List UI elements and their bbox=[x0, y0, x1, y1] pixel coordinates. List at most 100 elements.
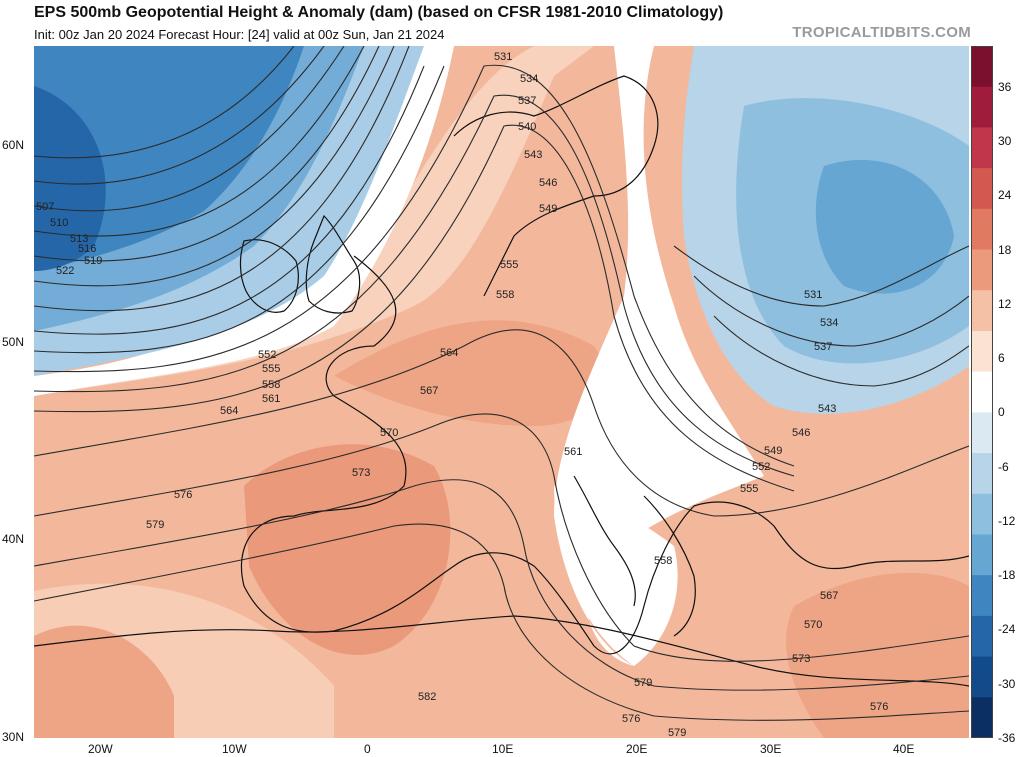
colorbar-segment bbox=[971, 371, 993, 413]
contour-label: 546 bbox=[539, 177, 557, 189]
contour-label: 531 bbox=[804, 289, 822, 301]
contour-label: 555 bbox=[500, 259, 518, 271]
contour-label: 534 bbox=[820, 317, 838, 329]
colorbar-segment bbox=[971, 168, 993, 210]
colorbar-segment bbox=[971, 493, 993, 535]
contour-label: 558 bbox=[262, 379, 280, 391]
anomaly-map: 531 534 537 540 543 546 549 555 558 564 567 570 573 5… bbox=[34, 46, 969, 738]
colorbar-segment bbox=[971, 697, 993, 738]
colorbar-segment bbox=[971, 615, 993, 658]
contour-label: 543 bbox=[524, 149, 542, 161]
warm-anomaly-core bbox=[244, 444, 451, 655]
colorbar-label: 0 bbox=[998, 405, 1005, 420]
contour-label: 579 bbox=[668, 727, 686, 738]
contour-label: 555 bbox=[262, 363, 280, 375]
contour-label: 522 bbox=[56, 265, 74, 277]
neutral-zone-italy bbox=[554, 486, 678, 666]
contour-label: 576 bbox=[870, 701, 888, 713]
latitude-label: 60N bbox=[2, 138, 25, 152]
contour-label: 576 bbox=[622, 713, 640, 725]
contour-label: 534 bbox=[520, 73, 538, 85]
latitude-label: 50N bbox=[2, 335, 25, 349]
latitude-label: 30N bbox=[2, 730, 25, 744]
contour-label: 582 bbox=[418, 691, 436, 703]
longitude-label: 0 bbox=[364, 742, 371, 756]
longitude-label: 10E bbox=[492, 742, 514, 756]
colorbar-label: -30 bbox=[998, 676, 1016, 691]
colorbar-segment bbox=[971, 575, 993, 617]
contour-label: 573 bbox=[352, 467, 370, 479]
cold-anomaly-northwest bbox=[34, 86, 106, 271]
contour-label: 537 bbox=[814, 341, 832, 353]
anomaly-colorbar bbox=[971, 46, 993, 738]
colorbar-segment bbox=[971, 330, 993, 373]
contour-label: 567 bbox=[420, 385, 438, 397]
contour-label: 579 bbox=[146, 519, 164, 531]
colorbar-label: -18 bbox=[998, 568, 1016, 583]
contour-label: 507 bbox=[36, 201, 54, 213]
colorbar-label: -24 bbox=[998, 622, 1016, 637]
warm-anomaly-core bbox=[34, 625, 174, 738]
colorbar-segment bbox=[971, 412, 993, 454]
contour-label: 513 bbox=[70, 233, 88, 245]
colorbar-label: 24 bbox=[998, 188, 1012, 203]
contour-label: 549 bbox=[764, 445, 782, 457]
longitude-label: 20W bbox=[88, 742, 113, 756]
longitude-label: 40E bbox=[893, 742, 915, 756]
contour-label: 549 bbox=[539, 203, 557, 215]
contour-label: 558 bbox=[496, 289, 514, 301]
contour-label: 558 bbox=[654, 555, 672, 567]
contour-label: 552 bbox=[258, 349, 276, 361]
source-credit[interactable]: TROPICALTIDBITS.COM bbox=[792, 24, 971, 41]
chart-title: EPS 500mb Geopotential Height & Anomaly … bbox=[34, 4, 724, 21]
colorbar-segment bbox=[971, 127, 993, 169]
colorbar-label: -36 bbox=[998, 730, 1016, 745]
colorbar-label: -12 bbox=[998, 513, 1016, 528]
contour-label: 531 bbox=[494, 51, 512, 63]
colorbar-segment bbox=[971, 46, 993, 88]
longitude-label: 30E bbox=[760, 742, 782, 756]
contour-label: 540 bbox=[518, 121, 536, 133]
cold-anomaly-east bbox=[815, 159, 954, 294]
colorbar-segment bbox=[971, 453, 993, 495]
colorbar-segment bbox=[971, 249, 993, 291]
colorbar-segment bbox=[971, 86, 993, 128]
contour-label: 519 bbox=[84, 255, 102, 267]
contour-label: 555 bbox=[740, 483, 758, 495]
contour-label: 546 bbox=[792, 427, 810, 439]
colorbar-label: 12 bbox=[998, 296, 1012, 311]
contour-label: 573 bbox=[792, 653, 810, 665]
contour-label: 561 bbox=[564, 446, 582, 458]
colorbar-label: 6 bbox=[998, 351, 1005, 366]
colorbar-label: -6 bbox=[998, 459, 1009, 474]
contour-label: 564 bbox=[440, 347, 458, 359]
colorbar-segment bbox=[971, 208, 993, 251]
contour-label: 576 bbox=[174, 489, 192, 501]
contour-label: 570 bbox=[380, 427, 398, 439]
contour-label: 552 bbox=[752, 461, 770, 473]
colorbar-segment bbox=[971, 534, 993, 576]
warm-anomaly-core bbox=[334, 320, 606, 426]
colorbar-label: 18 bbox=[998, 242, 1012, 257]
contour-label: 567 bbox=[820, 590, 838, 602]
colorbar-segment bbox=[971, 290, 993, 332]
colorbar-segment bbox=[971, 656, 993, 698]
contour-label: 537 bbox=[518, 95, 536, 107]
latitude-label: 40N bbox=[2, 532, 25, 546]
contour-label: 570 bbox=[804, 619, 822, 631]
warm-anomaly-light bbox=[34, 46, 594, 396]
contour-label: 543 bbox=[818, 403, 836, 415]
contour-label: 561 bbox=[262, 393, 280, 405]
contour-label: 564 bbox=[220, 405, 238, 417]
longitude-label: 20E bbox=[626, 742, 648, 756]
colorbar-label: 30 bbox=[998, 133, 1012, 148]
longitude-label: 10W bbox=[222, 742, 247, 756]
height-contours bbox=[34, 46, 969, 721]
contour-label: 516 bbox=[78, 243, 96, 255]
contour-label: 579 bbox=[634, 677, 652, 689]
contour-label: 510 bbox=[50, 217, 68, 229]
warm-anomaly-core bbox=[785, 572, 969, 738]
colorbar-label: 36 bbox=[998, 79, 1012, 94]
chart-subtitle: Init: 00z Jan 20 2024 Forecast Hour: [24… bbox=[34, 27, 445, 42]
colorbar-border bbox=[971, 46, 993, 738]
